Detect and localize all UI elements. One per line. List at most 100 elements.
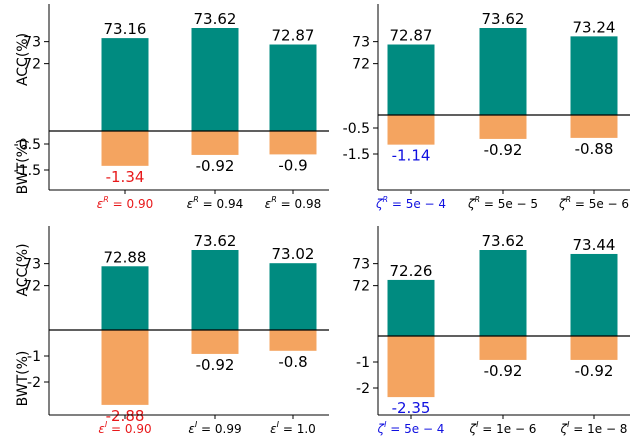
x-tick-symbol: ε	[265, 197, 272, 211]
bwt-bar	[479, 115, 527, 139]
acc-value-label: 73.44	[573, 236, 616, 254]
x-tick-label: εR = 0.98	[265, 195, 321, 211]
y-tick-label: -1	[356, 355, 370, 371]
x-tick-value: = 5e − 4	[386, 422, 444, 436]
bwt-bar	[191, 131, 239, 155]
x-tick-value: = 5e − 4	[388, 197, 446, 211]
x-tick-superscript: R	[565, 195, 571, 204]
y-tick-label: 72	[23, 279, 41, 295]
x-tick-value: = 0.99	[197, 422, 241, 436]
bwt-bar	[570, 115, 618, 138]
x-tick-value: = 0.90	[109, 197, 153, 211]
x-tick-label: εI = 0.99	[188, 420, 241, 436]
bwt-bar	[101, 131, 149, 166]
acc-bar	[191, 28, 239, 131]
y-axis-label-acc: ACC(%)	[15, 243, 31, 296]
acc-value-label: 73.62	[482, 232, 525, 250]
acc-bar	[191, 250, 239, 330]
acc-bar	[269, 263, 317, 330]
x-tick-label: εI = 1.0	[270, 420, 316, 436]
x-tick-label: εR = 0.90	[97, 195, 153, 211]
acc-value-label: 73.62	[194, 10, 237, 28]
y-tick-label: 72	[352, 279, 370, 295]
x-tick-superscript: I	[195, 420, 198, 429]
acc-value-label: 73.02	[272, 245, 315, 263]
acc-value-label: 72.87	[272, 27, 315, 45]
y-tick-label: 73	[23, 257, 41, 273]
x-tick-label: εR = 0.94	[187, 195, 243, 211]
x-tick-superscript: I	[384, 420, 387, 429]
x-tick-label: εI = 0.90	[98, 420, 151, 436]
x-tick-superscript: R	[193, 195, 199, 204]
x-tick-superscript: R	[382, 195, 388, 204]
x-tick-superscript: I	[105, 420, 108, 429]
x-tick-symbol: ε	[97, 197, 104, 211]
x-tick-superscript: I	[277, 420, 280, 429]
y-tick-label: 73	[352, 35, 370, 51]
acc-bar	[101, 38, 149, 132]
y-tick-label: 73	[23, 35, 41, 51]
bwt-value-label: -0.92	[484, 362, 523, 380]
x-tick-symbol: ζ	[467, 197, 476, 211]
y-tick-label: -1.5	[14, 163, 41, 179]
acc-bar	[479, 250, 527, 336]
bwt-value-label: -0.92	[575, 362, 614, 380]
y-tick-label: 72	[23, 57, 41, 73]
x-tick-value: = 0.94	[199, 197, 243, 211]
bwt-bar	[479, 336, 527, 360]
bwt-value-label: -0.92	[196, 356, 235, 374]
x-tick-label: ζI = 5e − 4	[377, 420, 445, 436]
acc-value-label: 72.26	[390, 262, 433, 280]
acc-value-label: 73.62	[482, 10, 525, 28]
x-tick-symbol: ζ	[560, 422, 569, 436]
acc-value-label: 72.88	[104, 248, 147, 266]
y-tick-label: -1.5	[343, 147, 370, 163]
acc-bar	[269, 44, 317, 131]
x-tick-value: = 1.0	[279, 422, 316, 436]
acc-bar	[570, 36, 618, 115]
acc-value-label: 73.16	[104, 20, 147, 38]
bwt-value-label: -0.92	[196, 157, 235, 175]
acc-bar	[387, 279, 435, 336]
y-tick-label: 72	[352, 57, 370, 73]
x-tick-superscript: R	[103, 195, 109, 204]
chart-panel-top-left: 73.16 73.62 72.87 -1.34 -0.92 -0.9 73 72 -0.5 -1.…	[14, 4, 329, 211]
x-tick-label: ζI = 1e − 6	[469, 420, 537, 436]
x-tick-superscript: R	[474, 195, 480, 204]
x-tick-superscript: R	[271, 195, 277, 204]
acc-value-label: 72.87	[390, 27, 433, 45]
x-tick-label: ζR = 5e − 5	[467, 195, 538, 211]
acc-bar	[570, 253, 618, 336]
y-axis-label-acc: ACC(%)	[15, 33, 31, 86]
bwt-value-label: -0.92	[484, 141, 523, 159]
acc-value-label: 73.24	[573, 18, 616, 36]
x-tick-symbol: ζ	[558, 197, 567, 211]
x-tick-symbol: ε	[270, 422, 277, 436]
x-tick-value: = 1e − 6	[478, 422, 536, 436]
bwt-bar	[387, 115, 435, 145]
x-tick-value: = 1e − 8	[569, 422, 627, 436]
bwt-value-label: -0.9	[278, 156, 307, 174]
x-tick-symbol: ε	[187, 197, 194, 211]
chart-panel-top-right: 72.87 73.62 73.24 -1.14 -0.92 -0.88 73 72 -0.5 -1…	[343, 4, 630, 211]
x-tick-superscript: I	[567, 420, 570, 429]
bwt-value-label: -0.8	[278, 353, 307, 371]
bwt-bar	[191, 330, 239, 354]
y-tick-label: -2	[27, 375, 41, 391]
x-tick-symbol: ζ	[469, 422, 478, 436]
x-tick-value: = 0.98	[277, 197, 321, 211]
bwt-value-label: -2.35	[392, 399, 431, 417]
y-tick-label: 73	[352, 257, 370, 273]
acc-bar	[387, 44, 435, 115]
bwt-bar	[269, 131, 317, 155]
x-tick-symbol: ζ	[375, 197, 384, 211]
bwt-bar	[269, 330, 317, 351]
bwt-bar	[570, 336, 618, 360]
acc-value-label: 73.62	[194, 232, 237, 250]
x-tick-symbol: ε	[188, 422, 195, 436]
x-tick-value: = 5e − 5	[480, 197, 538, 211]
x-tick-label: ζR = 5e − 6	[558, 195, 629, 211]
